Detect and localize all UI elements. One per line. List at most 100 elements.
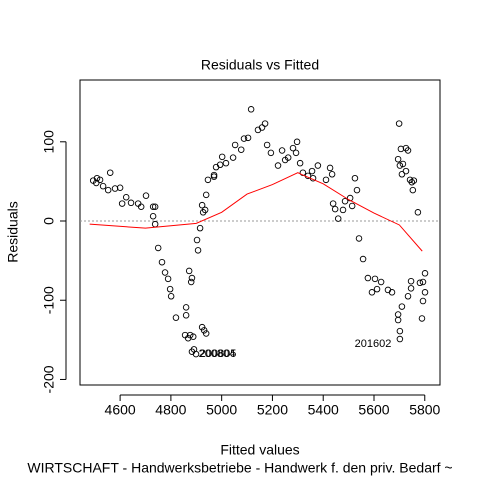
point xyxy=(188,274,196,282)
point xyxy=(122,193,130,201)
point xyxy=(334,215,342,222)
point xyxy=(99,182,107,190)
point xyxy=(198,201,206,209)
point xyxy=(202,330,210,337)
point xyxy=(395,120,403,127)
point xyxy=(404,147,412,154)
y-tick-label: -100 xyxy=(41,286,57,314)
point xyxy=(394,311,402,318)
point xyxy=(410,177,418,184)
point xyxy=(419,297,427,305)
point xyxy=(188,348,196,355)
x-tick-label: 4800 xyxy=(155,402,186,418)
point xyxy=(396,335,404,343)
point xyxy=(258,124,266,131)
point xyxy=(402,167,410,175)
point xyxy=(158,258,166,266)
point xyxy=(263,141,271,149)
point xyxy=(187,278,195,286)
point xyxy=(364,274,372,282)
point xyxy=(142,192,150,199)
point xyxy=(161,269,169,276)
chart-title: Residuals vs Fitted xyxy=(201,57,319,73)
point xyxy=(368,289,376,296)
point xyxy=(210,171,218,179)
point xyxy=(247,106,255,113)
point xyxy=(182,312,190,319)
point xyxy=(292,149,300,157)
point xyxy=(421,289,429,296)
point xyxy=(371,275,379,283)
point xyxy=(308,167,316,175)
point xyxy=(408,178,416,186)
caption: WIRTSCHAFT - Handwerksbetriebe - Handwer… xyxy=(27,460,452,476)
point xyxy=(194,247,202,254)
point xyxy=(182,304,190,311)
y-tick-label: -200 xyxy=(41,365,57,393)
point xyxy=(237,146,245,153)
point xyxy=(127,199,135,207)
point xyxy=(274,162,282,169)
point xyxy=(328,171,336,178)
point xyxy=(240,135,248,142)
point xyxy=(267,149,275,157)
point xyxy=(314,162,322,169)
point xyxy=(284,154,292,161)
point xyxy=(293,138,301,146)
point xyxy=(353,186,361,194)
point xyxy=(231,141,239,149)
point xyxy=(106,169,114,176)
point xyxy=(172,314,180,321)
point xyxy=(322,176,330,184)
point xyxy=(244,134,252,142)
point xyxy=(196,224,204,232)
point xyxy=(359,255,367,263)
point xyxy=(166,285,174,293)
point xyxy=(116,184,124,191)
y-tick-label: 100 xyxy=(41,130,57,154)
x-axis-label: Fitted values xyxy=(220,442,299,458)
x-tick-label: 5000 xyxy=(206,402,237,418)
point xyxy=(394,155,402,163)
point xyxy=(167,293,175,300)
point xyxy=(396,162,404,169)
point xyxy=(202,191,210,199)
point xyxy=(407,285,415,292)
point xyxy=(341,197,349,205)
point xyxy=(229,154,237,161)
smooth-line xyxy=(89,172,423,252)
point xyxy=(418,315,426,322)
point xyxy=(394,316,402,324)
x-tick-label: 5800 xyxy=(409,402,440,418)
y-tick-label: 0 xyxy=(41,217,57,225)
point xyxy=(409,186,417,194)
point xyxy=(396,327,404,335)
y-axis-label: Residuals xyxy=(5,201,21,262)
point-label: 200804 xyxy=(199,348,236,360)
point-label: 200805 xyxy=(200,348,237,360)
point xyxy=(199,209,207,216)
x-tick-label: 4600 xyxy=(105,402,136,418)
point xyxy=(151,220,159,228)
point xyxy=(398,171,406,178)
point xyxy=(339,206,347,214)
point xyxy=(416,279,424,287)
point xyxy=(96,176,104,184)
point xyxy=(149,213,157,220)
point-label: 201602 xyxy=(355,338,392,350)
point xyxy=(261,120,269,127)
point xyxy=(222,159,230,167)
point xyxy=(218,153,226,161)
point xyxy=(92,179,100,187)
point xyxy=(296,159,304,167)
point xyxy=(289,144,297,152)
point xyxy=(137,203,145,211)
point xyxy=(419,278,427,286)
point xyxy=(331,205,339,213)
point xyxy=(407,277,415,285)
point xyxy=(193,236,201,244)
point xyxy=(200,327,208,334)
point xyxy=(204,176,212,184)
point xyxy=(154,244,162,252)
point xyxy=(329,200,337,207)
